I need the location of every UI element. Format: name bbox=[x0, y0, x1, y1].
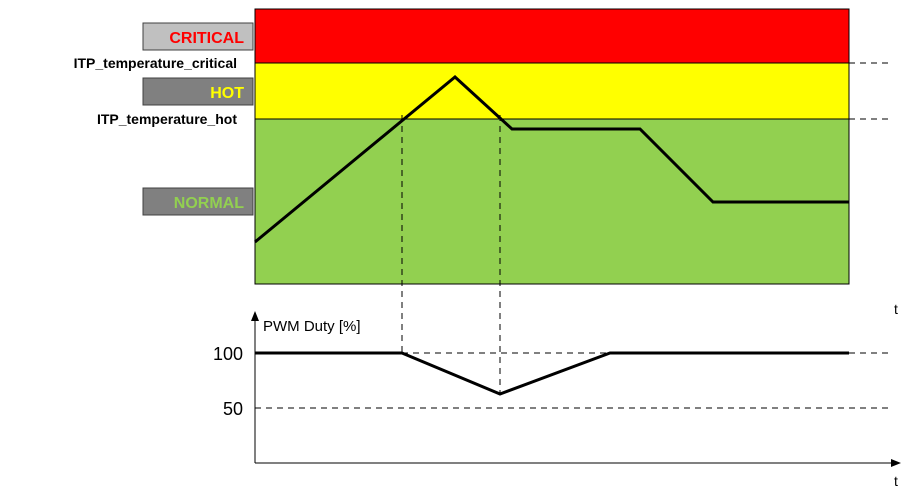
pwm-y-arrow bbox=[251, 311, 259, 321]
pwm-x-arrow bbox=[891, 459, 901, 467]
critical-zone bbox=[254, 8, 850, 64]
hot-label: HOT bbox=[210, 85, 244, 102]
critical-label: CRITICAL bbox=[169, 30, 244, 47]
pwm-duty-curve bbox=[255, 351, 849, 396]
temperature-curve bbox=[254, 75, 849, 244]
threshold-critical-label: ITP_temperature_critical bbox=[74, 55, 237, 71]
pwm-time-label: t bbox=[894, 473, 898, 488]
critical-tag: CRITICAL bbox=[142, 22, 254, 51]
threshold-hot-label: ITP_temperature_hot bbox=[97, 111, 237, 127]
hot-tag: HOT bbox=[142, 77, 254, 106]
pwm-tick-100: 100 bbox=[213, 344, 243, 364]
temp-time-label: t bbox=[894, 301, 898, 317]
normal-tag: NORMAL bbox=[142, 187, 254, 216]
pwm-tick-50: 50 bbox=[223, 399, 243, 419]
normal-label: NORMAL bbox=[174, 195, 244, 212]
hot-zone bbox=[254, 62, 850, 120]
pwm-axis-label: PWM Duty [%] bbox=[263, 318, 361, 335]
